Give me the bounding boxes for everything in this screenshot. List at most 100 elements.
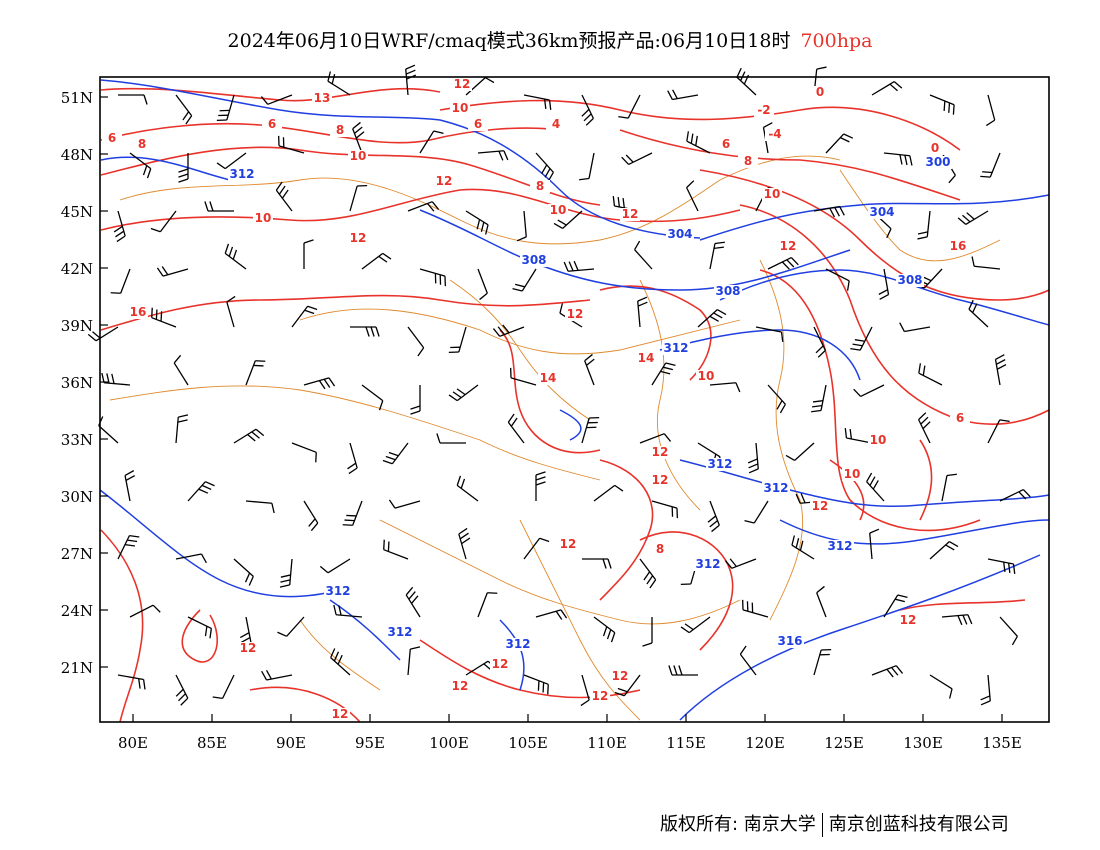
footer-credits: 版权所有: 南京大学 南京创蓝科技有限公司 [660,810,1009,837]
lon-label: 95E [355,734,385,752]
wind-barb [224,243,247,270]
temperature-label: 10 [550,203,567,217]
temperature-label: 12 [567,307,584,321]
wind-barb [871,665,904,678]
wind-barb [579,152,595,181]
wind-barb [584,353,595,386]
temperature-label-bg [538,372,558,385]
copyright-text: 版权所有: 南京大学 [660,814,816,835]
province-border [299,308,741,355]
temperature-label-bg [738,155,758,168]
temperature-isoline [100,122,561,144]
temperature-label-bg [450,102,470,115]
temperature-label-bg [348,232,368,245]
wind-barb [260,94,293,105]
temperature-label-bg [590,690,610,703]
wind-barb [523,537,550,560]
height-isoline [719,269,1050,326]
title-text: 2024年06月10日WRF/cmaq模式36km预报产品:06月10日18时 [227,30,791,52]
height-label-bg [504,638,532,651]
temperature-label: 8 [336,123,344,137]
height-label: 312 [387,625,412,639]
temperature-label-bg [434,175,454,188]
wind-barb [233,428,265,444]
temperature-label-bg [565,308,585,321]
wind-barb [156,266,189,277]
wind-barb [477,150,509,161]
temperature-label: 12 [436,174,453,188]
lat-label: 36N [61,374,93,392]
wind-barb [405,64,417,96]
height-label-bg [706,458,734,471]
height-label-bg [666,228,694,241]
temperature-label: 6 [474,117,482,131]
wind-barb [330,648,351,676]
lon-label: 100E [429,734,469,752]
temperature-isoline [739,204,1050,425]
wind-barb [523,674,549,695]
wind-barb [279,558,293,588]
map-title: 2024年06月10日WRF/cmaq模式36km预报产品:06月10日18时 7… [0,26,1100,53]
pressure-level: 700hpa [800,30,873,52]
wind-barb [175,674,189,706]
temperature-label-bg [558,538,578,551]
wind-barb [747,442,759,474]
temperature-label-bg [128,306,148,319]
temperature-label: 12 [652,473,669,487]
temperature-label-bg [330,708,350,721]
wind-barb [878,268,890,300]
lon-label: 125E [824,734,864,752]
wind-barb [516,210,527,242]
height-label-bg [694,558,722,571]
footer-divider [821,813,823,837]
temperature-isoline [899,599,1026,611]
wind-barb [477,592,498,618]
temperature-label-bg [754,104,774,117]
wind-barb [465,77,495,96]
wind-barb [580,674,590,707]
province-border [119,155,841,245]
height-label-bg [924,156,952,169]
height-label-bg [520,254,548,267]
province-border [759,259,804,621]
wind-barb [303,239,314,269]
temperature-label: 10 [870,433,887,447]
wind-barb [957,210,989,225]
wind-barb [456,475,479,502]
lon-label: 105E [508,734,548,752]
height-label-bg [324,585,352,598]
wind-barb [639,558,657,589]
temperature-label: 14 [638,351,655,365]
wind-barb [785,442,815,461]
wind-barb [709,241,725,270]
temperature-isoline [100,188,741,231]
wind-barb [212,674,235,700]
wind-barb [755,326,784,342]
temperature-label: 10 [764,187,781,201]
wind-barb [436,433,466,444]
height-label-bg [762,482,790,495]
wind-barb [245,500,275,514]
height-label-bg [386,626,414,639]
wind-barb [971,256,1001,270]
wind-barb [999,489,1031,502]
lat-label: 48N [61,146,93,164]
temperature-label: 6 [722,137,730,151]
wind-barb [291,442,317,463]
latitude-axis: 51N 48N 45N 42N 39N 36N 33N 30N 27N 24N 21N [61,89,108,677]
wind-barb [744,500,769,524]
height-label: 308 [715,284,740,298]
wind-barb [739,645,757,676]
temperature-label-bg [548,204,568,217]
lon-label: 80E [118,734,148,752]
wind-barb [113,210,126,243]
lat-label: 27N [61,545,93,563]
wind-barb [277,616,305,637]
temperature-label: 10 [350,149,367,163]
wind-barb [929,94,955,115]
wind-barb [110,268,131,294]
lon-label: 130E [903,734,943,752]
height-label: 312 [325,584,350,598]
temperature-isoline [439,99,961,151]
wind-barb [825,268,850,291]
